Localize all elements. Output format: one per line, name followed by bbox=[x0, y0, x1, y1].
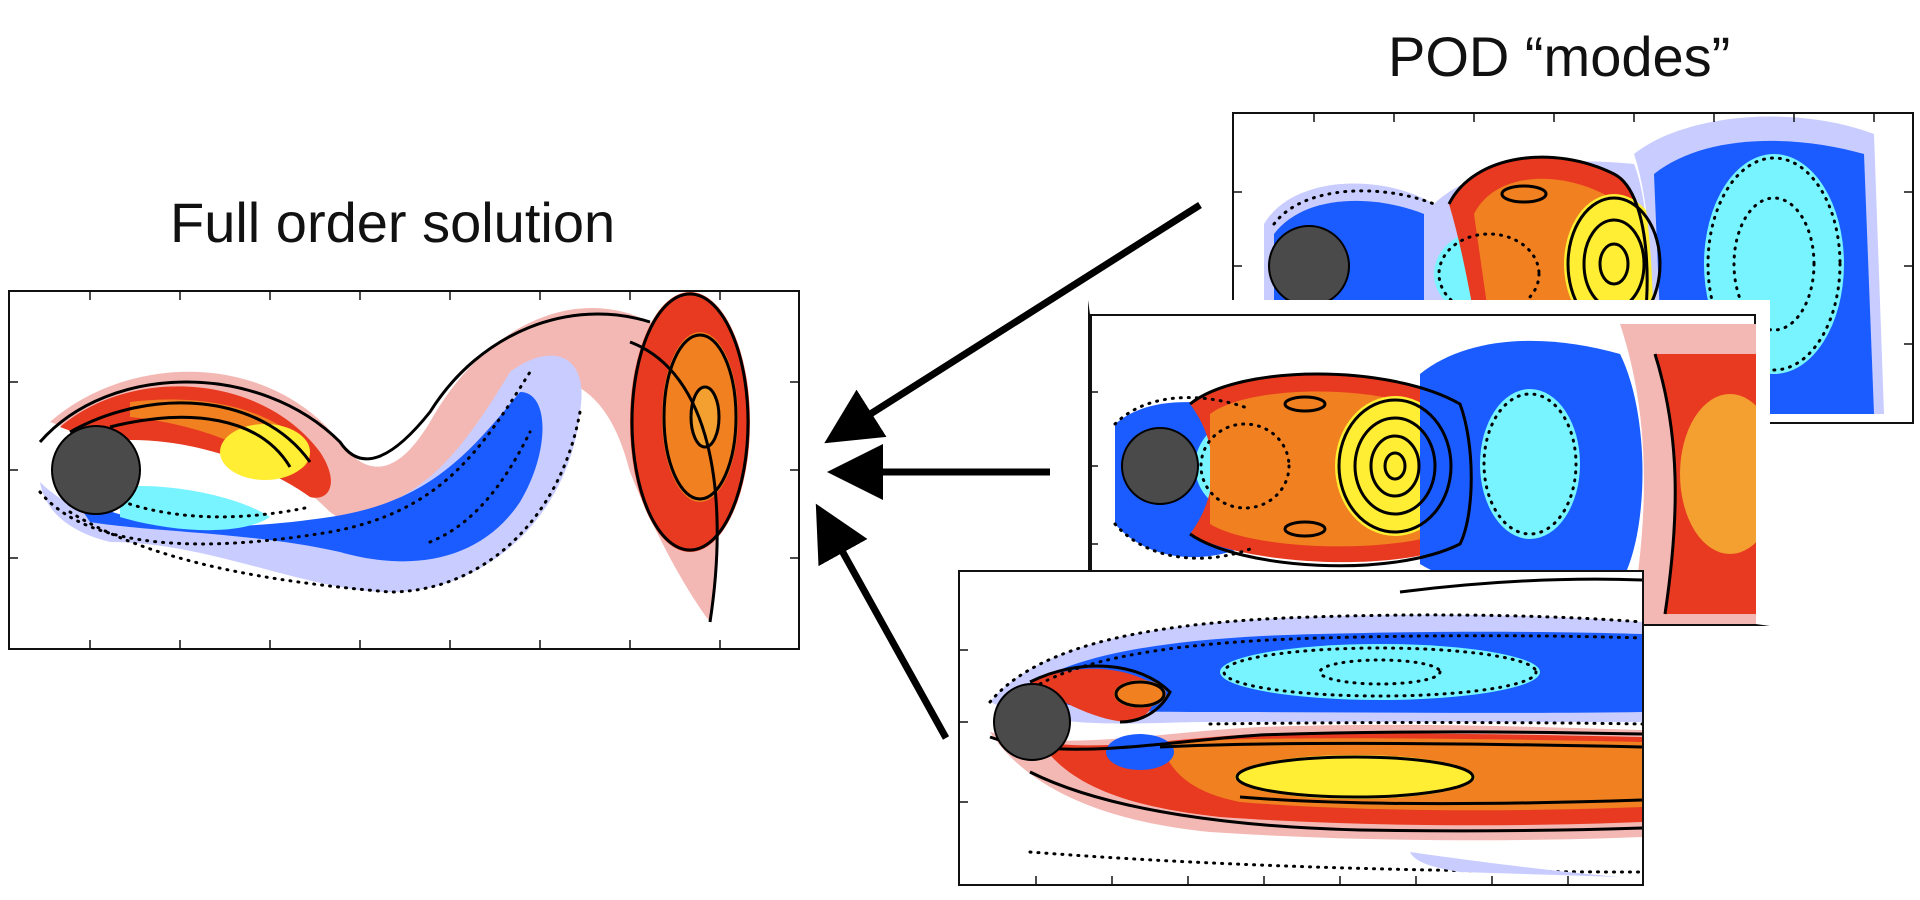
full-order-solution-title: Full order solution bbox=[170, 191, 616, 254]
cylinder bbox=[51, 425, 141, 515]
negative-vorticity-core bbox=[120, 486, 270, 531]
pod-mode-2-field bbox=[1090, 324, 1756, 624]
pod-modes-title: POD “modes” bbox=[1388, 25, 1731, 88]
positive-vorticity-outer bbox=[50, 308, 720, 622]
pod-mode-3-field bbox=[960, 577, 1642, 884]
pod-mode-3-plot bbox=[958, 570, 1644, 886]
full-order-flow-field bbox=[10, 292, 798, 648]
arrow-from-mode-1 bbox=[824, 202, 1202, 444]
negative-vorticity-mid bbox=[70, 392, 543, 562]
full-order-solution-plot bbox=[8, 290, 800, 650]
arrow-from-mode-3 bbox=[815, 503, 950, 740]
pod-mode-2-plot bbox=[1088, 300, 1770, 626]
downstream-vortex-core bbox=[691, 387, 719, 447]
